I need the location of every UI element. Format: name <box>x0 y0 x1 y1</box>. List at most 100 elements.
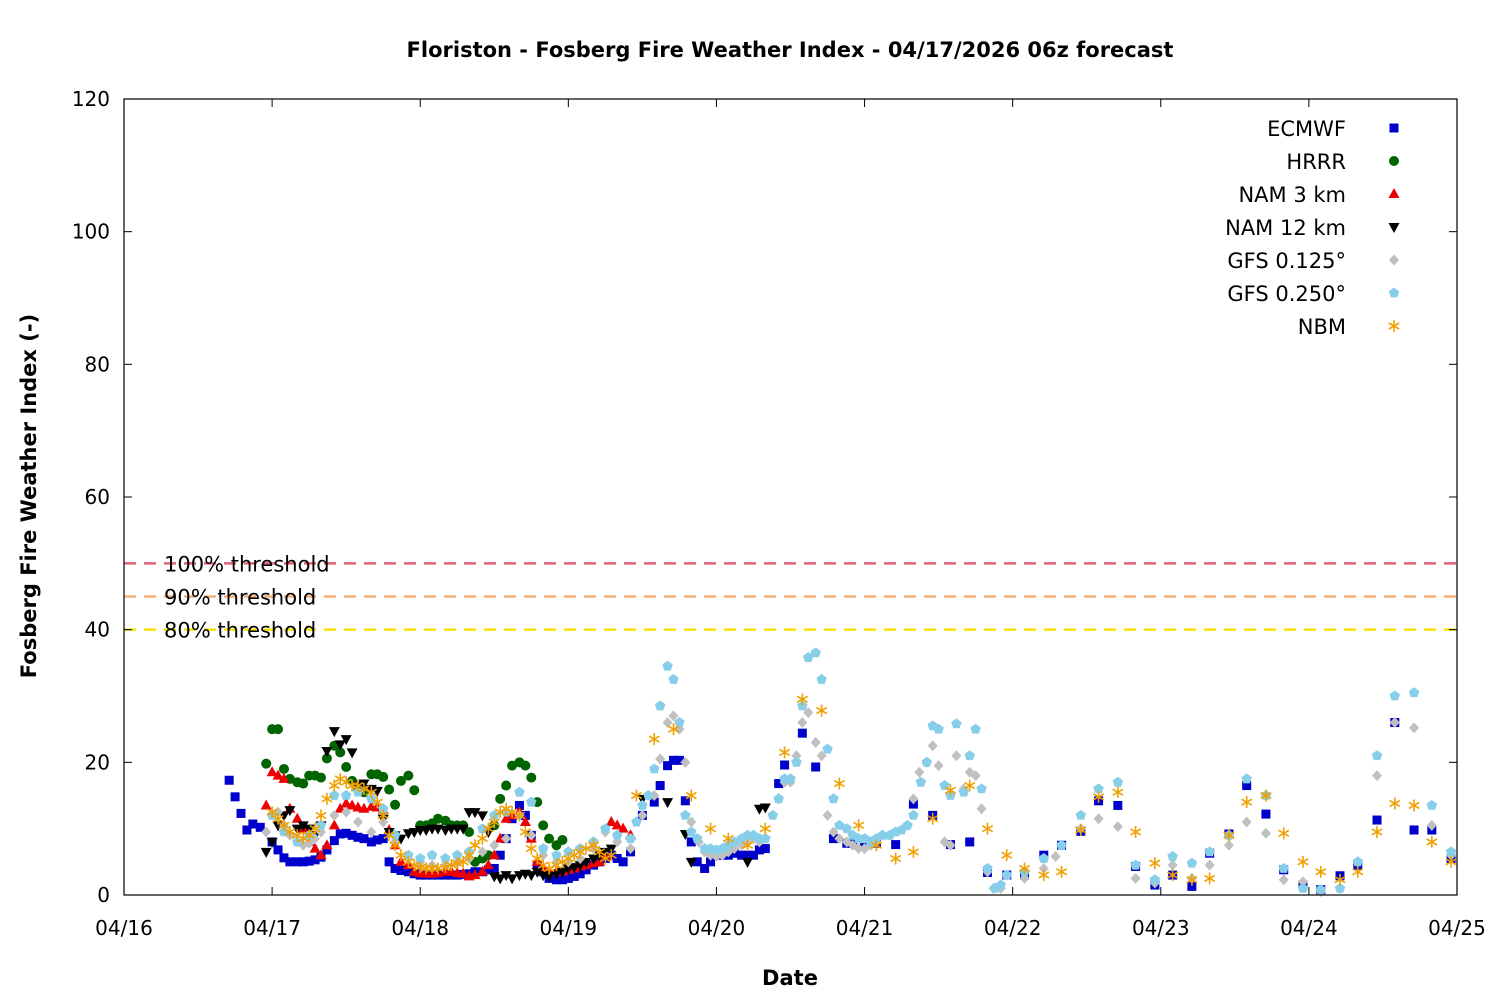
data-point <box>489 809 500 820</box>
data-point <box>495 850 505 860</box>
data-point <box>1112 821 1123 833</box>
data-point <box>378 771 389 782</box>
data-point <box>384 784 395 795</box>
data-point <box>618 857 628 867</box>
x-tick-label: 04/19 <box>540 916 598 940</box>
data-point <box>741 839 754 852</box>
data-point <box>366 837 376 847</box>
legend-label: GFS 0.125° <box>1227 249 1346 273</box>
threshold-label: 90% threshold <box>164 586 316 610</box>
data-point <box>686 826 697 837</box>
data-point <box>426 849 438 860</box>
data-point <box>395 775 406 786</box>
data-point <box>551 849 562 860</box>
data-point <box>340 790 352 800</box>
data-point <box>785 773 796 784</box>
data-point <box>692 833 703 844</box>
data-point <box>526 772 537 783</box>
x-tick-label: 04/22 <box>984 916 1042 940</box>
data-point <box>951 718 962 729</box>
data-point <box>914 766 925 778</box>
data-point <box>378 834 388 844</box>
data-point <box>445 859 457 872</box>
data-point <box>902 819 913 830</box>
data-point <box>310 855 320 865</box>
y-tick-label: 20 <box>85 750 110 774</box>
data-point <box>321 747 333 758</box>
data-point <box>1278 827 1290 840</box>
data-point <box>700 863 710 873</box>
data-point <box>1112 776 1124 787</box>
data-point <box>685 789 697 802</box>
data-point <box>500 812 512 823</box>
data-point <box>298 778 309 789</box>
data-point <box>729 836 740 847</box>
x-tick-label: 04/17 <box>243 916 301 940</box>
data-point <box>482 822 494 835</box>
data-point <box>335 747 346 758</box>
data-point <box>483 865 493 875</box>
data-point <box>780 760 790 770</box>
data-point <box>970 770 981 782</box>
data-point <box>260 847 272 858</box>
data-point <box>680 796 690 806</box>
data-point <box>261 758 272 769</box>
data-point <box>328 779 340 792</box>
data-point <box>1426 819 1437 831</box>
data-point <box>457 824 469 835</box>
data-point <box>378 803 389 814</box>
data-point <box>346 748 358 759</box>
data-point <box>272 769 284 780</box>
data-point <box>266 766 278 777</box>
data-point <box>506 806 518 819</box>
x-axis: 04/16 04/17 04/18 04/19 04/20 04/21 04/22 04/23… <box>95 99 1486 940</box>
data-point <box>797 717 808 729</box>
data-point <box>637 809 648 821</box>
data-point <box>1223 829 1235 842</box>
data-point <box>1038 862 1049 874</box>
x-tick-label: 04/23 <box>1132 916 1190 940</box>
data-point <box>1371 750 1383 761</box>
data-point <box>816 750 827 762</box>
legend-marker <box>1389 123 1399 133</box>
series-nam-12-km <box>260 727 771 885</box>
data-point <box>550 869 562 880</box>
data-point <box>272 812 284 825</box>
data-point <box>514 800 524 810</box>
data-point <box>1260 827 1271 839</box>
data-point <box>958 786 969 797</box>
data-point <box>1149 874 1161 885</box>
y-tick-label: 60 <box>85 485 110 509</box>
data-point <box>335 829 345 839</box>
data-point <box>1038 869 1050 882</box>
data-point <box>706 857 716 867</box>
data-point <box>389 839 401 852</box>
data-point <box>704 822 717 835</box>
data-point <box>1389 717 1400 729</box>
data-point <box>811 762 821 772</box>
data-point <box>742 857 754 868</box>
data-point <box>1408 687 1420 698</box>
x-tick-label: 04/18 <box>391 916 449 940</box>
data-point <box>1056 839 1067 850</box>
data-point <box>1315 884 1326 895</box>
data-point <box>791 750 802 762</box>
data-point <box>266 806 278 819</box>
data-point <box>828 793 839 804</box>
data-point <box>767 809 778 820</box>
data-point <box>686 837 696 847</box>
data-point <box>224 775 234 785</box>
data-point <box>1445 846 1457 857</box>
legend-label: HRRR <box>1286 150 1346 174</box>
x-tick-label: 04/21 <box>836 916 894 940</box>
threshold-lines: 100% threshold 90% threshold 80% threshold <box>124 552 1457 643</box>
data-point <box>927 812 939 825</box>
data-point <box>563 873 573 883</box>
data-point <box>284 825 296 838</box>
legend-label: NBM <box>1298 315 1346 339</box>
data-point <box>340 735 352 746</box>
data-point <box>1297 855 1309 868</box>
data-point <box>519 816 531 827</box>
data-point <box>1426 800 1438 810</box>
data-point <box>797 728 807 738</box>
